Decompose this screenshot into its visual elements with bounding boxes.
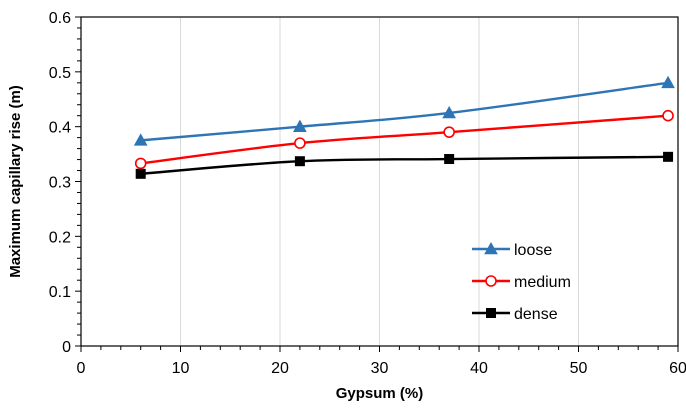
series-line-dense [140, 155, 669, 176]
data-point-loose [661, 75, 675, 89]
series-line-loose [140, 81, 669, 142]
series-medium [134, 109, 674, 170]
series-line-medium [140, 114, 669, 165]
legend-item-medium: medium [472, 274, 571, 291]
legend-marker-loose [484, 241, 498, 255]
x-axis-title: Gypsum (%) [336, 385, 424, 402]
y-tick-label: 0.5 [49, 65, 71, 82]
legend-label-loose: loose [514, 242, 552, 259]
x-tick-label: 0 [77, 360, 86, 377]
x-tick-label: 10 [172, 360, 190, 377]
legend-item-dense: dense [472, 306, 558, 323]
series-loose [133, 75, 675, 146]
data-point-dense [444, 154, 455, 165]
axes-layer: 0 10 20 30 40 50 60 0 0.1 0.2 0.3 0.4 0.5 0.6 [49, 10, 686, 377]
series-layer [133, 75, 675, 179]
data-point-loose [293, 119, 307, 132]
y-tick-label: 0.1 [49, 284, 71, 301]
data-point-loose [133, 133, 148, 146]
grid-layer [180, 17, 579, 346]
data-point-medium [134, 157, 147, 170]
x-tick-label: 50 [570, 360, 588, 377]
legend-marker-dense [486, 308, 496, 318]
y-tick-label: 0 [62, 339, 71, 356]
x-tick-label: 30 [371, 360, 389, 377]
x-tick-label: 20 [271, 360, 289, 377]
x-tick-label: 40 [470, 360, 488, 377]
legend: loose medium dense [472, 241, 571, 323]
x-tick-label: 60 [669, 360, 686, 377]
data-point-medium [294, 137, 306, 149]
legend-item-loose: loose [472, 241, 552, 259]
data-point-dense [294, 156, 305, 167]
series-dense [135, 151, 674, 179]
legend-label-medium: medium [514, 274, 571, 291]
data-point-dense [135, 168, 146, 179]
y-tick-label: 0.6 [49, 10, 71, 27]
data-point-medium [662, 109, 674, 122]
data-point-medium [443, 126, 455, 138]
data-point-loose [442, 105, 456, 119]
y-tick-label: 0.4 [49, 120, 71, 137]
y-axis-title: Maximum capillary rise (m) [7, 85, 24, 278]
legend-marker-medium [485, 275, 497, 287]
y-tick-label: 0.3 [49, 175, 71, 192]
y-tick-label: 0.2 [49, 229, 71, 246]
legend-label-dense: dense [514, 306, 558, 323]
data-point-dense [663, 151, 674, 162]
